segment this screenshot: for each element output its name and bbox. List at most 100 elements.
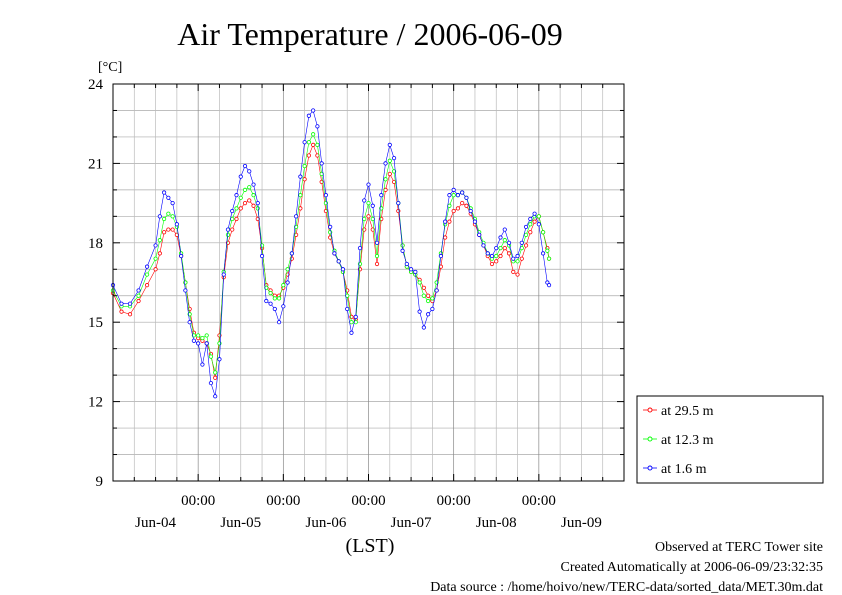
data-point bbox=[127, 301, 133, 306]
data-point bbox=[302, 177, 307, 182]
data-point bbox=[208, 354, 214, 359]
data-point bbox=[391, 156, 397, 161]
data-point bbox=[366, 201, 371, 206]
data-point bbox=[319, 161, 324, 166]
data-point bbox=[498, 235, 503, 240]
data-point bbox=[323, 193, 329, 198]
x-day-label: Jun-08 bbox=[476, 515, 517, 531]
data-point bbox=[400, 248, 405, 253]
data-point bbox=[511, 256, 516, 261]
data-point bbox=[396, 201, 401, 206]
data-point bbox=[511, 269, 516, 275]
data-point bbox=[430, 306, 435, 312]
footer-observed: Observed at TERC Tower site bbox=[655, 540, 823, 555]
data-point bbox=[247, 198, 252, 203]
data-point bbox=[162, 190, 167, 195]
data-point bbox=[230, 208, 235, 214]
series-3 bbox=[110, 108, 552, 399]
data-point bbox=[502, 245, 507, 251]
data-point bbox=[426, 293, 431, 298]
data-point bbox=[302, 163, 307, 169]
data-point bbox=[353, 314, 358, 320]
data-point bbox=[515, 253, 520, 259]
data-point bbox=[362, 198, 367, 203]
data-point bbox=[532, 211, 537, 216]
data-point bbox=[528, 216, 533, 222]
data-point bbox=[426, 312, 431, 317]
footer-data-source: Data source : /home/hoivo/new/TERC-data/… bbox=[430, 580, 823, 595]
data-point bbox=[306, 113, 311, 118]
data-point bbox=[276, 320, 282, 325]
x-axis: 00:00 00:00 00:00 00:00 00:00 Jun-04 Jun-05 Jun… bbox=[112, 84, 625, 531]
data-point bbox=[494, 245, 499, 251]
data-point bbox=[208, 380, 214, 386]
data-point bbox=[383, 161, 388, 166]
data-point bbox=[289, 251, 294, 256]
data-point bbox=[336, 259, 341, 264]
y-axis: 9 12 15 18 21 24 bbox=[88, 77, 624, 490]
data-point bbox=[519, 240, 524, 245]
data-point bbox=[464, 195, 469, 200]
data-point bbox=[144, 283, 150, 288]
data-point bbox=[200, 362, 205, 367]
series-layer bbox=[110, 108, 552, 399]
data-point bbox=[366, 214, 371, 219]
legend-swatch-marker bbox=[647, 407, 653, 413]
data-point bbox=[391, 179, 397, 185]
data-point bbox=[455, 193, 461, 198]
data-point bbox=[213, 375, 218, 380]
data-point bbox=[242, 163, 248, 169]
data-point bbox=[285, 280, 290, 285]
data-point bbox=[540, 230, 546, 235]
data-point bbox=[311, 132, 316, 137]
data-point bbox=[298, 206, 303, 211]
data-point bbox=[468, 208, 473, 214]
chart-title: Air Temperature / 2006-06-09 bbox=[177, 16, 563, 52]
data-point bbox=[281, 283, 286, 288]
data-point bbox=[179, 253, 184, 259]
x-midnight-label: 00:00 bbox=[266, 493, 300, 509]
y-tick-label: 21 bbox=[88, 156, 103, 172]
data-point bbox=[523, 243, 529, 248]
grid bbox=[113, 84, 624, 481]
data-point bbox=[485, 251, 490, 256]
data-point bbox=[379, 193, 384, 198]
data-point bbox=[532, 219, 537, 224]
data-point bbox=[238, 195, 243, 200]
data-point bbox=[153, 256, 158, 261]
x-day-label: Jun-06 bbox=[305, 515, 346, 531]
x-day-label: Jun-07 bbox=[391, 515, 432, 531]
data-point bbox=[264, 298, 269, 304]
data-point bbox=[230, 227, 235, 232]
data-point bbox=[345, 306, 350, 312]
data-point bbox=[438, 253, 443, 259]
data-point bbox=[528, 230, 533, 235]
x-day-label: Jun-09 bbox=[561, 515, 602, 531]
y-tick-label: 9 bbox=[96, 474, 104, 490]
legend-swatch-marker bbox=[647, 465, 653, 471]
series-line bbox=[112, 144, 550, 378]
data-point bbox=[451, 208, 456, 214]
data-point bbox=[153, 243, 158, 248]
data-point bbox=[370, 203, 375, 208]
data-point bbox=[536, 222, 541, 227]
data-point bbox=[366, 182, 371, 187]
data-point bbox=[144, 272, 150, 277]
data-point bbox=[264, 285, 269, 290]
data-point bbox=[119, 301, 124, 306]
data-point bbox=[166, 227, 171, 232]
data-point bbox=[166, 195, 171, 200]
data-point bbox=[430, 296, 435, 301]
data-point bbox=[136, 293, 141, 298]
data-point bbox=[157, 238, 162, 243]
data-point bbox=[298, 174, 303, 179]
data-point bbox=[272, 306, 277, 312]
data-point bbox=[455, 206, 461, 211]
data-point bbox=[387, 158, 392, 163]
data-point bbox=[387, 171, 392, 177]
data-point bbox=[443, 219, 448, 224]
data-point bbox=[157, 214, 162, 219]
data-point bbox=[447, 193, 452, 198]
data-point bbox=[328, 224, 333, 230]
data-point bbox=[404, 261, 409, 267]
